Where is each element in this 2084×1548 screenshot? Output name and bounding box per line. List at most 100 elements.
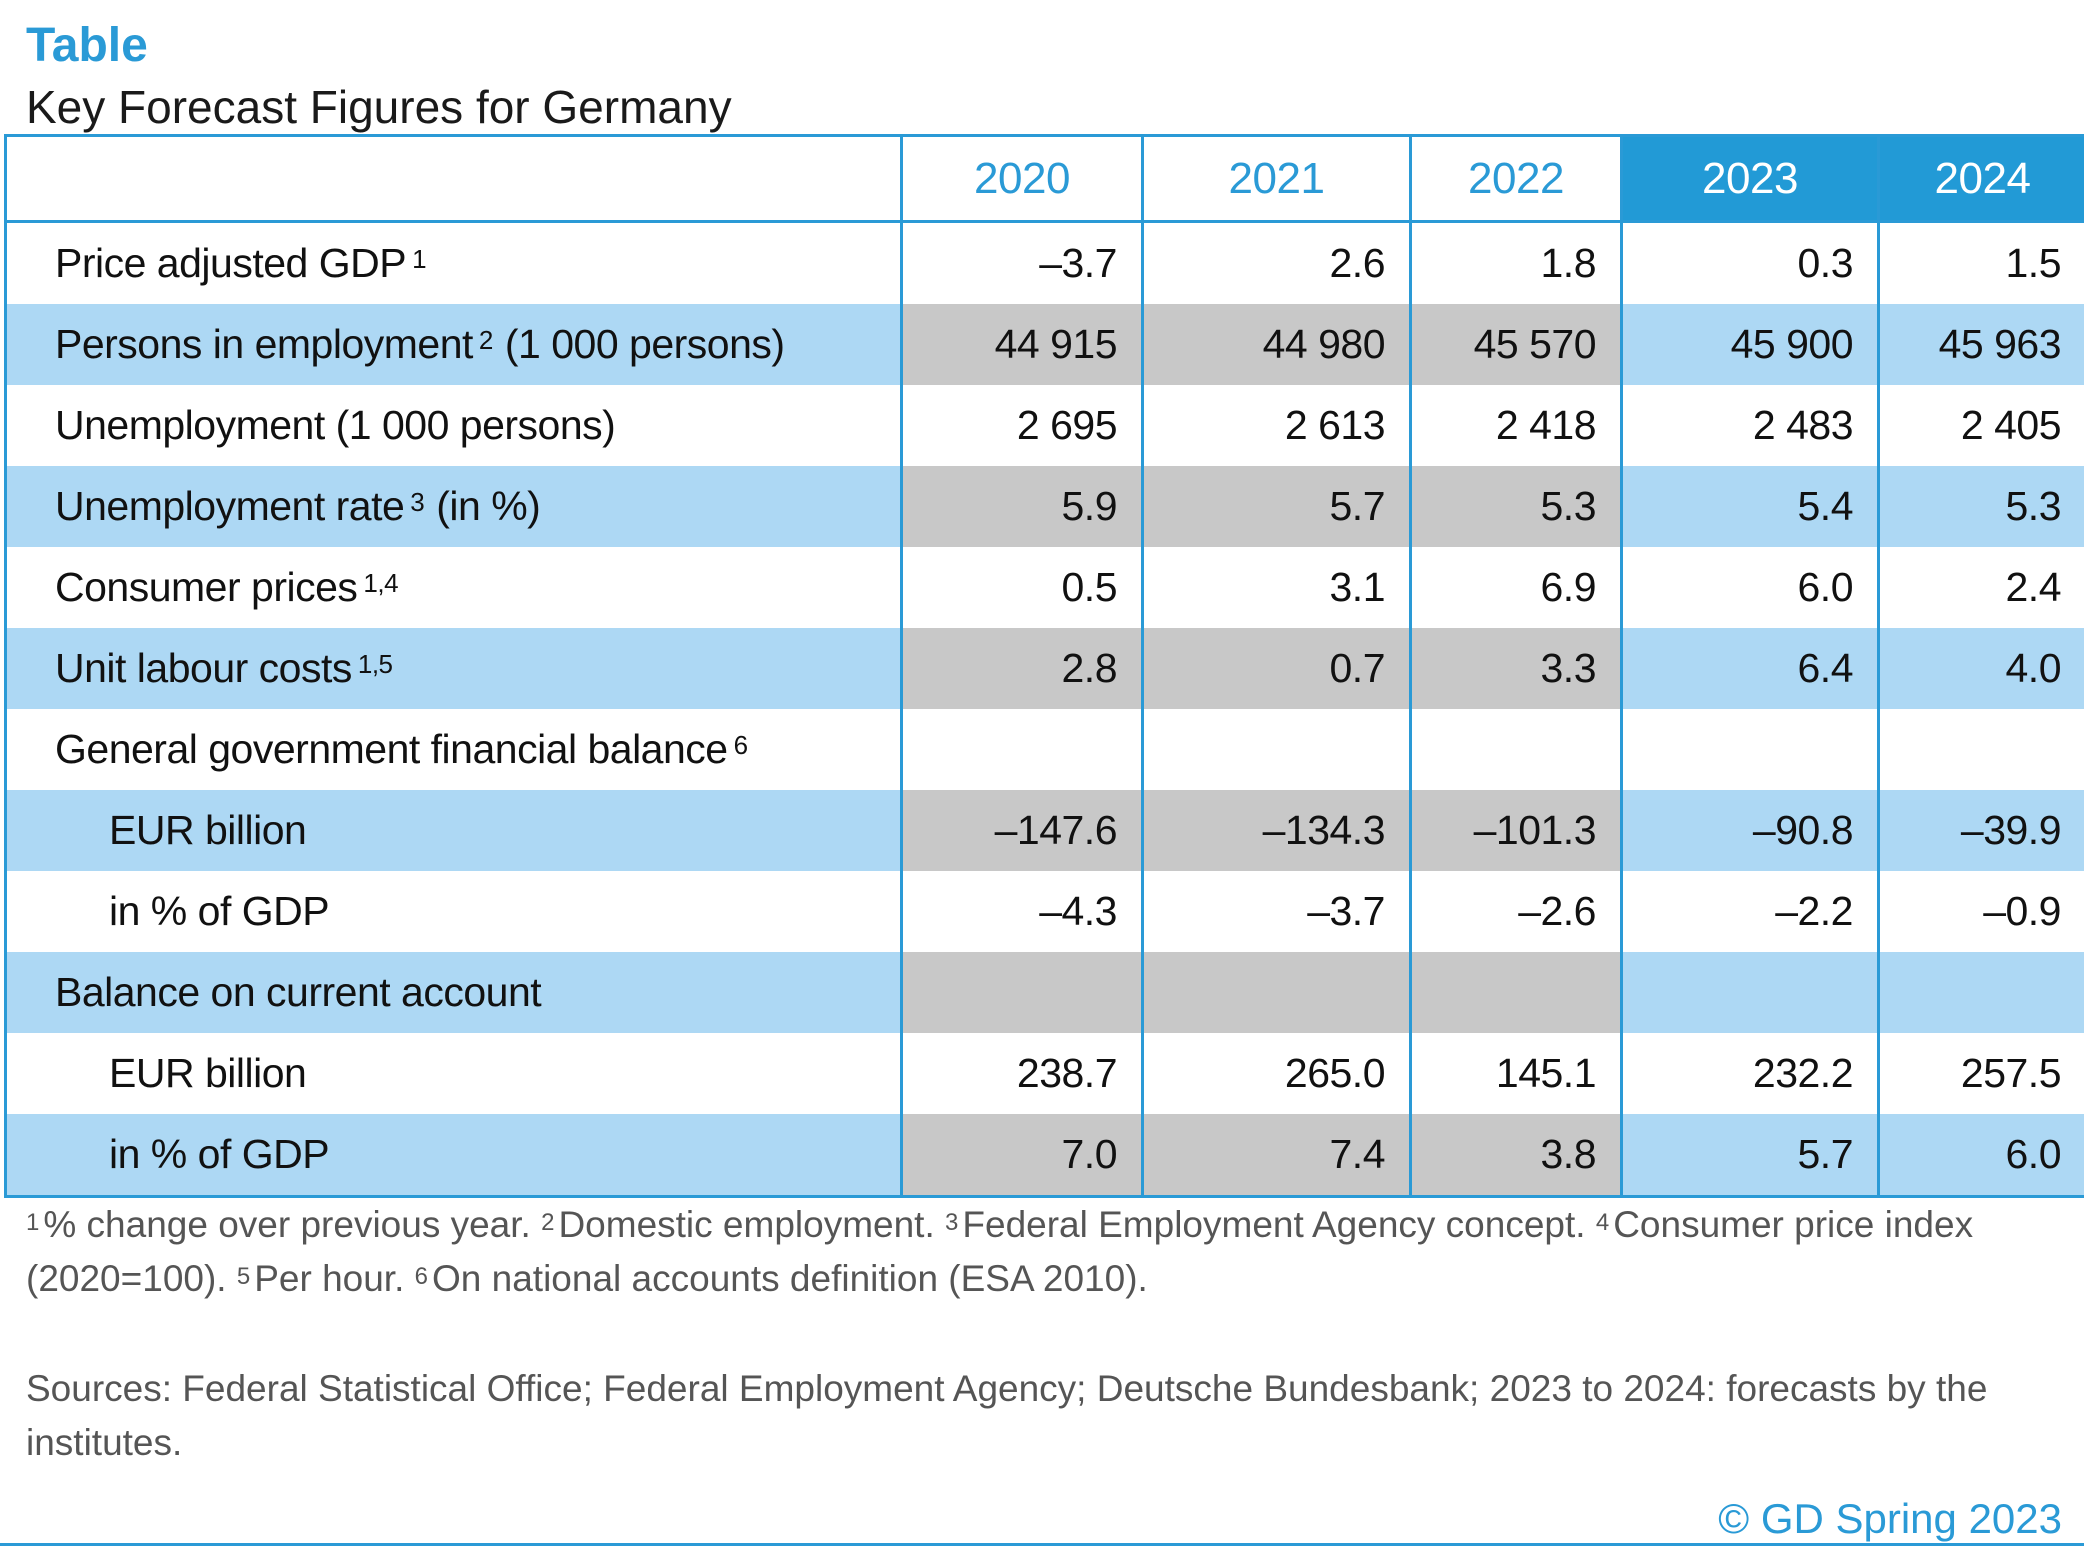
data-cell: –2.2: [1620, 871, 1877, 952]
data-cell: 3.1: [1141, 547, 1409, 628]
table-row: Unit labour costs 1,5 2.8 0.7 3.3 6.4 4.0: [7, 628, 2084, 709]
data-cell: 265.0: [1141, 1033, 1409, 1114]
data-cell: 45 900: [1620, 304, 1877, 385]
data-cell: [1409, 709, 1620, 790]
footnote-text: Federal Employment Agency concept.: [962, 1204, 1586, 1245]
row-label: EUR billion: [7, 1033, 900, 1114]
table-row: Unemployment (1 000 persons) 2 695 2 613 2 …: [7, 385, 2084, 466]
column-header: 2023: [1620, 137, 1877, 220]
data-cell: 5.3: [1409, 466, 1620, 547]
row-label-text: EUR billion: [109, 807, 307, 853]
column-header: 2022: [1409, 137, 1620, 220]
row-label: Unemployment (1 000 persons): [7, 385, 900, 466]
data-cell: 5.9: [900, 466, 1141, 547]
data-cell: 0.3: [1620, 223, 1877, 304]
data-cell: 7.0: [900, 1114, 1141, 1195]
data-cell: 45 570: [1409, 304, 1620, 385]
data-cell: [1877, 952, 2084, 1033]
data-cell: 5.4: [1620, 466, 1877, 547]
footnotes: 1% change over previous year. 2 Domestic …: [26, 1198, 2026, 1306]
footnote-text: % change over previous year.: [43, 1204, 531, 1245]
footnote-ref: 3: [410, 487, 425, 517]
footnote-text: Per hour.: [254, 1258, 405, 1299]
footnote-ref: 1,4: [363, 568, 399, 598]
row-label-text: Consumer prices: [55, 564, 358, 610]
header-row: 2020 2021 2022 2023 2024: [7, 137, 2084, 223]
row-label: Unit labour costs 1,5: [7, 628, 900, 709]
footnote-ref: 1: [412, 244, 427, 274]
data-cell: 3.8: [1409, 1114, 1620, 1195]
data-cell: [1620, 709, 1877, 790]
data-cell: 238.7: [900, 1033, 1141, 1114]
data-cell: 44 980: [1141, 304, 1409, 385]
data-cell: –101.3: [1409, 790, 1620, 871]
row-label: Balance on current account: [7, 952, 900, 1033]
data-cell: 1.8: [1409, 223, 1620, 304]
row-label-text: Persons in employment: [55, 321, 473, 367]
data-cell: 2 405: [1877, 385, 2084, 466]
data-cell: 2 483: [1620, 385, 1877, 466]
row-label-text: Price adjusted GDP: [55, 240, 407, 286]
data-cell: [1877, 709, 2084, 790]
table-row: in % of GDP –4.3 –3.7 –2.6 –2.2 –0.9: [7, 871, 2084, 952]
data-cell: –147.6: [900, 790, 1141, 871]
data-cell: –90.8: [1620, 790, 1877, 871]
data-cell: 6.0: [1877, 1114, 2084, 1195]
data-cell: 6.9: [1409, 547, 1620, 628]
data-cell: 0.7: [1141, 628, 1409, 709]
data-cell: 44 915: [900, 304, 1141, 385]
table-row: Consumer prices 1,4 0.5 3.1 6.9 6.0 2.4: [7, 547, 2084, 628]
row-label: Persons in employment 2 (1 000 persons): [7, 304, 900, 385]
data-cell: 145.1: [1409, 1033, 1620, 1114]
data-cell: 5.7: [1141, 466, 1409, 547]
data-cell: [1620, 952, 1877, 1033]
data-cell: 5.3: [1877, 466, 2084, 547]
row-label: Unemployment rate 3 (in %): [7, 466, 900, 547]
row-label: in % of GDP: [7, 1114, 900, 1195]
column-header: 2024: [1877, 137, 2084, 220]
row-label-text: Unemployment (1 000 persons): [55, 402, 616, 448]
table-title: Key Forecast Figures for Germany: [26, 81, 732, 133]
footnote-text: On national accounts definition (ESA 201…: [432, 1258, 1148, 1299]
data-cell: [900, 709, 1141, 790]
data-cell: –134.3: [1141, 790, 1409, 871]
data-cell: 6.4: [1620, 628, 1877, 709]
row-label: EUR billion: [7, 790, 900, 871]
data-cell: 0.5: [900, 547, 1141, 628]
header-corner: [7, 137, 900, 220]
data-cell: 3.3: [1409, 628, 1620, 709]
footnote-ref: 6: [733, 730, 748, 760]
data-cell: 2.4: [1877, 547, 2084, 628]
table-row: in % of GDP 7.0 7.4 3.8 5.7 6.0: [7, 1114, 2084, 1195]
table-row: Balance on current account: [7, 952, 2084, 1033]
row-label-text: EUR billion: [109, 1050, 307, 1096]
row-label: Consumer prices 1,4: [7, 547, 900, 628]
data-cell: 5.7: [1620, 1114, 1877, 1195]
data-cell: –4.3: [900, 871, 1141, 952]
column-header: 2021: [1141, 137, 1409, 220]
footnote-ref: 2: [478, 325, 493, 355]
data-cell: [1409, 952, 1620, 1033]
data-cell: –2.6: [1409, 871, 1620, 952]
data-cell: 1.5: [1877, 223, 2084, 304]
footnote-number: 2: [541, 1209, 555, 1236]
data-cell: 6.0: [1620, 547, 1877, 628]
row-label: General government financial balance 6: [7, 709, 900, 790]
data-cell: 4.0: [1877, 628, 2084, 709]
row-label-text: in % of GDP: [109, 888, 330, 934]
footnote-number: 4: [1595, 1209, 1610, 1236]
copyright: © GD Spring 2023: [1718, 1495, 2062, 1542]
table-row: Price adjusted GDP 1 –3.7 2.6 1.8 0.3 1.5: [7, 223, 2084, 304]
data-cell: –39.9: [1877, 790, 2084, 871]
table-row: General government financial balance 6: [7, 709, 2084, 790]
data-cell: [1141, 709, 1409, 790]
table-label: Table: [26, 19, 148, 72]
column-header: 2020: [900, 137, 1141, 220]
footnote-text: Domestic employment.: [558, 1204, 935, 1245]
footnote-number: 6: [414, 1263, 429, 1290]
row-label-text: Unemployment rate: [55, 483, 405, 529]
row-label-suffix: (1 000 persons): [504, 321, 785, 367]
data-cell: 257.5: [1877, 1033, 2084, 1114]
row-label: in % of GDP: [7, 871, 900, 952]
footnote-number: 3: [945, 1209, 959, 1236]
